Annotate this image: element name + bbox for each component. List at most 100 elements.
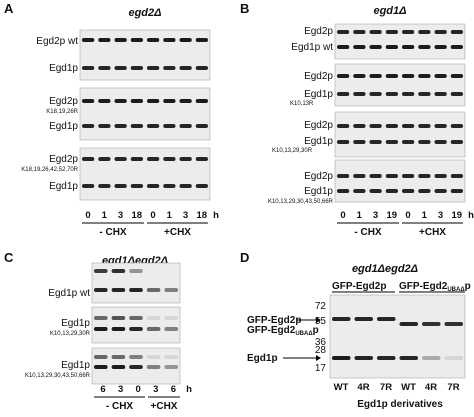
- lane-label: 3: [118, 384, 123, 395]
- band: [114, 184, 127, 188]
- band: [130, 124, 143, 128]
- row-label: Egd2p: [304, 26, 333, 37]
- row-mutations: K10,13,29,30,43,50,66R: [25, 373, 91, 379]
- row-label: Egd2p wt: [36, 36, 78, 47]
- band: [195, 38, 208, 42]
- band: [337, 189, 350, 193]
- lane-label: 3: [153, 384, 158, 395]
- band: [82, 38, 95, 42]
- lane-label: 3: [373, 210, 378, 221]
- band: [444, 322, 463, 326]
- band: [179, 99, 192, 103]
- row-label: Egd1p wt: [291, 42, 333, 53]
- band: [450, 174, 463, 178]
- band: [337, 30, 350, 34]
- group-label: - CHX: [99, 227, 127, 238]
- row-label: Egd1p: [61, 318, 90, 329]
- band: [353, 45, 366, 49]
- band: [434, 124, 447, 128]
- band: [450, 92, 463, 96]
- band: [354, 356, 373, 360]
- band: [94, 316, 108, 320]
- band: [418, 124, 431, 128]
- band: [385, 92, 398, 96]
- panel-label: C: [4, 250, 14, 265]
- band: [111, 365, 126, 369]
- band: [146, 288, 161, 292]
- band: [418, 74, 431, 78]
- band: [147, 184, 160, 188]
- lane-label: 0: [340, 210, 345, 221]
- band: [418, 92, 431, 96]
- band: [94, 288, 108, 292]
- row-mutations: K18,19,26,42,52,70R: [21, 167, 78, 173]
- band: [111, 355, 126, 359]
- band: [111, 327, 126, 331]
- row-mutations: K10,13,29,30R: [50, 331, 91, 337]
- band: [337, 92, 350, 96]
- band: [418, 174, 431, 178]
- blot: [79, 147, 211, 201]
- row-mutations: K10,13,29,30R: [272, 148, 313, 154]
- band: [129, 288, 143, 292]
- column-header: GFP-Egd2UBAΔp: [399, 281, 471, 293]
- band: [164, 355, 178, 359]
- band: [98, 99, 111, 103]
- band: [385, 189, 398, 193]
- panel-title: egd1Δ: [373, 5, 406, 17]
- band: [82, 184, 95, 188]
- band: [114, 124, 127, 128]
- band: [163, 184, 176, 188]
- panel-label: A: [4, 1, 14, 16]
- band: [434, 30, 447, 34]
- row-label: GFP-Egd2p: [247, 315, 301, 326]
- band: [402, 74, 415, 78]
- band: [402, 140, 415, 144]
- band: [353, 92, 366, 96]
- band: [385, 45, 398, 49]
- lane-label: 1: [357, 210, 363, 221]
- band: [163, 99, 176, 103]
- blot: [329, 294, 466, 379]
- lane-label: 18: [196, 210, 207, 221]
- lane-label: 19: [386, 210, 397, 221]
- lane-label: 0: [405, 210, 410, 221]
- band: [129, 355, 143, 359]
- band: [114, 157, 127, 161]
- band: [114, 99, 127, 103]
- mw-marker: 17: [315, 363, 327, 374]
- band: [111, 316, 126, 320]
- band: [98, 38, 111, 42]
- panel-label: D: [240, 250, 249, 265]
- band: [98, 157, 111, 161]
- lane-label: 4R: [357, 382, 369, 393]
- band: [82, 157, 95, 161]
- lane-label: 3: [183, 210, 188, 221]
- blot: [334, 159, 466, 203]
- band: [337, 45, 350, 49]
- band: [444, 356, 463, 360]
- x-label: Egd1p derivatives: [357, 399, 443, 410]
- band: [353, 189, 366, 193]
- band: [163, 38, 176, 42]
- band: [129, 327, 143, 331]
- lane-label: 1: [422, 210, 428, 221]
- band: [369, 92, 382, 96]
- lane-label: 3: [118, 210, 123, 221]
- band: [337, 174, 350, 178]
- band: [129, 269, 143, 273]
- blot: [334, 23, 466, 60]
- band: [418, 140, 431, 144]
- band: [434, 189, 447, 193]
- band: [130, 99, 143, 103]
- group-label: - CHX: [106, 401, 134, 412]
- band: [450, 124, 463, 128]
- panel-title: egd2Δ: [128, 7, 161, 19]
- band: [179, 157, 192, 161]
- band: [130, 38, 143, 42]
- row-label: Egd2p: [49, 154, 78, 165]
- mw-marker: 28: [315, 345, 327, 356]
- lane-label: 7R: [447, 382, 459, 393]
- row-label: Egd2p: [304, 171, 333, 182]
- band: [353, 30, 366, 34]
